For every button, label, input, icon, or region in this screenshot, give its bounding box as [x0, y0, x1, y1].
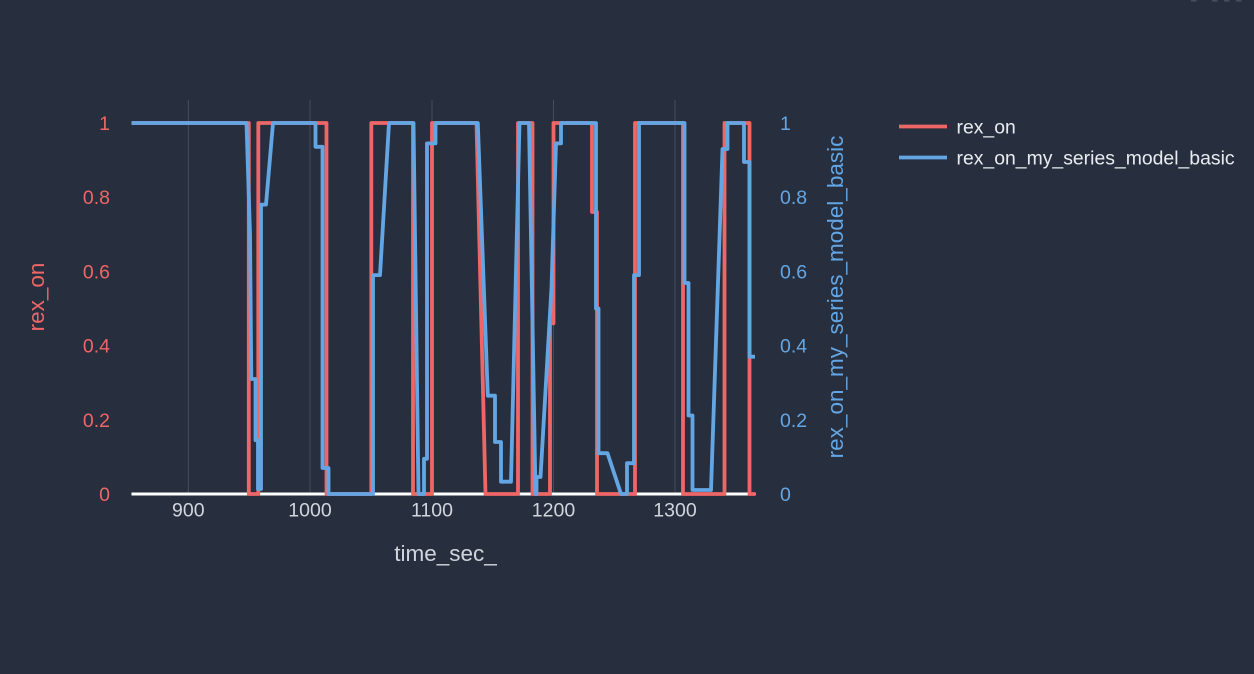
svg-text:1100: 1100	[411, 500, 453, 522]
svg-text:0.6: 0.6	[83, 261, 110, 283]
svg-text:0: 0	[780, 484, 791, 506]
svg-text:0.8: 0.8	[780, 187, 807, 209]
svg-text:1: 1	[780, 113, 791, 135]
svg-text:0.4: 0.4	[83, 336, 110, 358]
svg-text:1: 1	[99, 113, 110, 135]
svg-text:900: 900	[172, 500, 205, 522]
svg-text:0.2: 0.2	[83, 410, 110, 432]
svg-text:0: 0	[99, 484, 110, 506]
svg-text:rex_on: rex_on	[957, 117, 1016, 139]
svg-text:time_sec_: time_sec_	[394, 541, 497, 566]
svg-text:0.8: 0.8	[83, 187, 110, 209]
svg-text:1300: 1300	[653, 500, 697, 522]
svg-text:rex_on_my_series_model_basic: rex_on_my_series_model_basic	[823, 136, 848, 459]
svg-text:1000: 1000	[288, 500, 332, 522]
svg-text:0.2: 0.2	[780, 410, 807, 432]
svg-text:1200: 1200	[532, 500, 576, 522]
svg-text:rex_on: rex_on	[24, 263, 49, 332]
svg-text:0.6: 0.6	[780, 261, 807, 283]
svg-text:rex_on_my_series_model_basic: rex_on_my_series_model_basic	[957, 148, 1235, 170]
svg-text:0.4: 0.4	[780, 336, 807, 358]
